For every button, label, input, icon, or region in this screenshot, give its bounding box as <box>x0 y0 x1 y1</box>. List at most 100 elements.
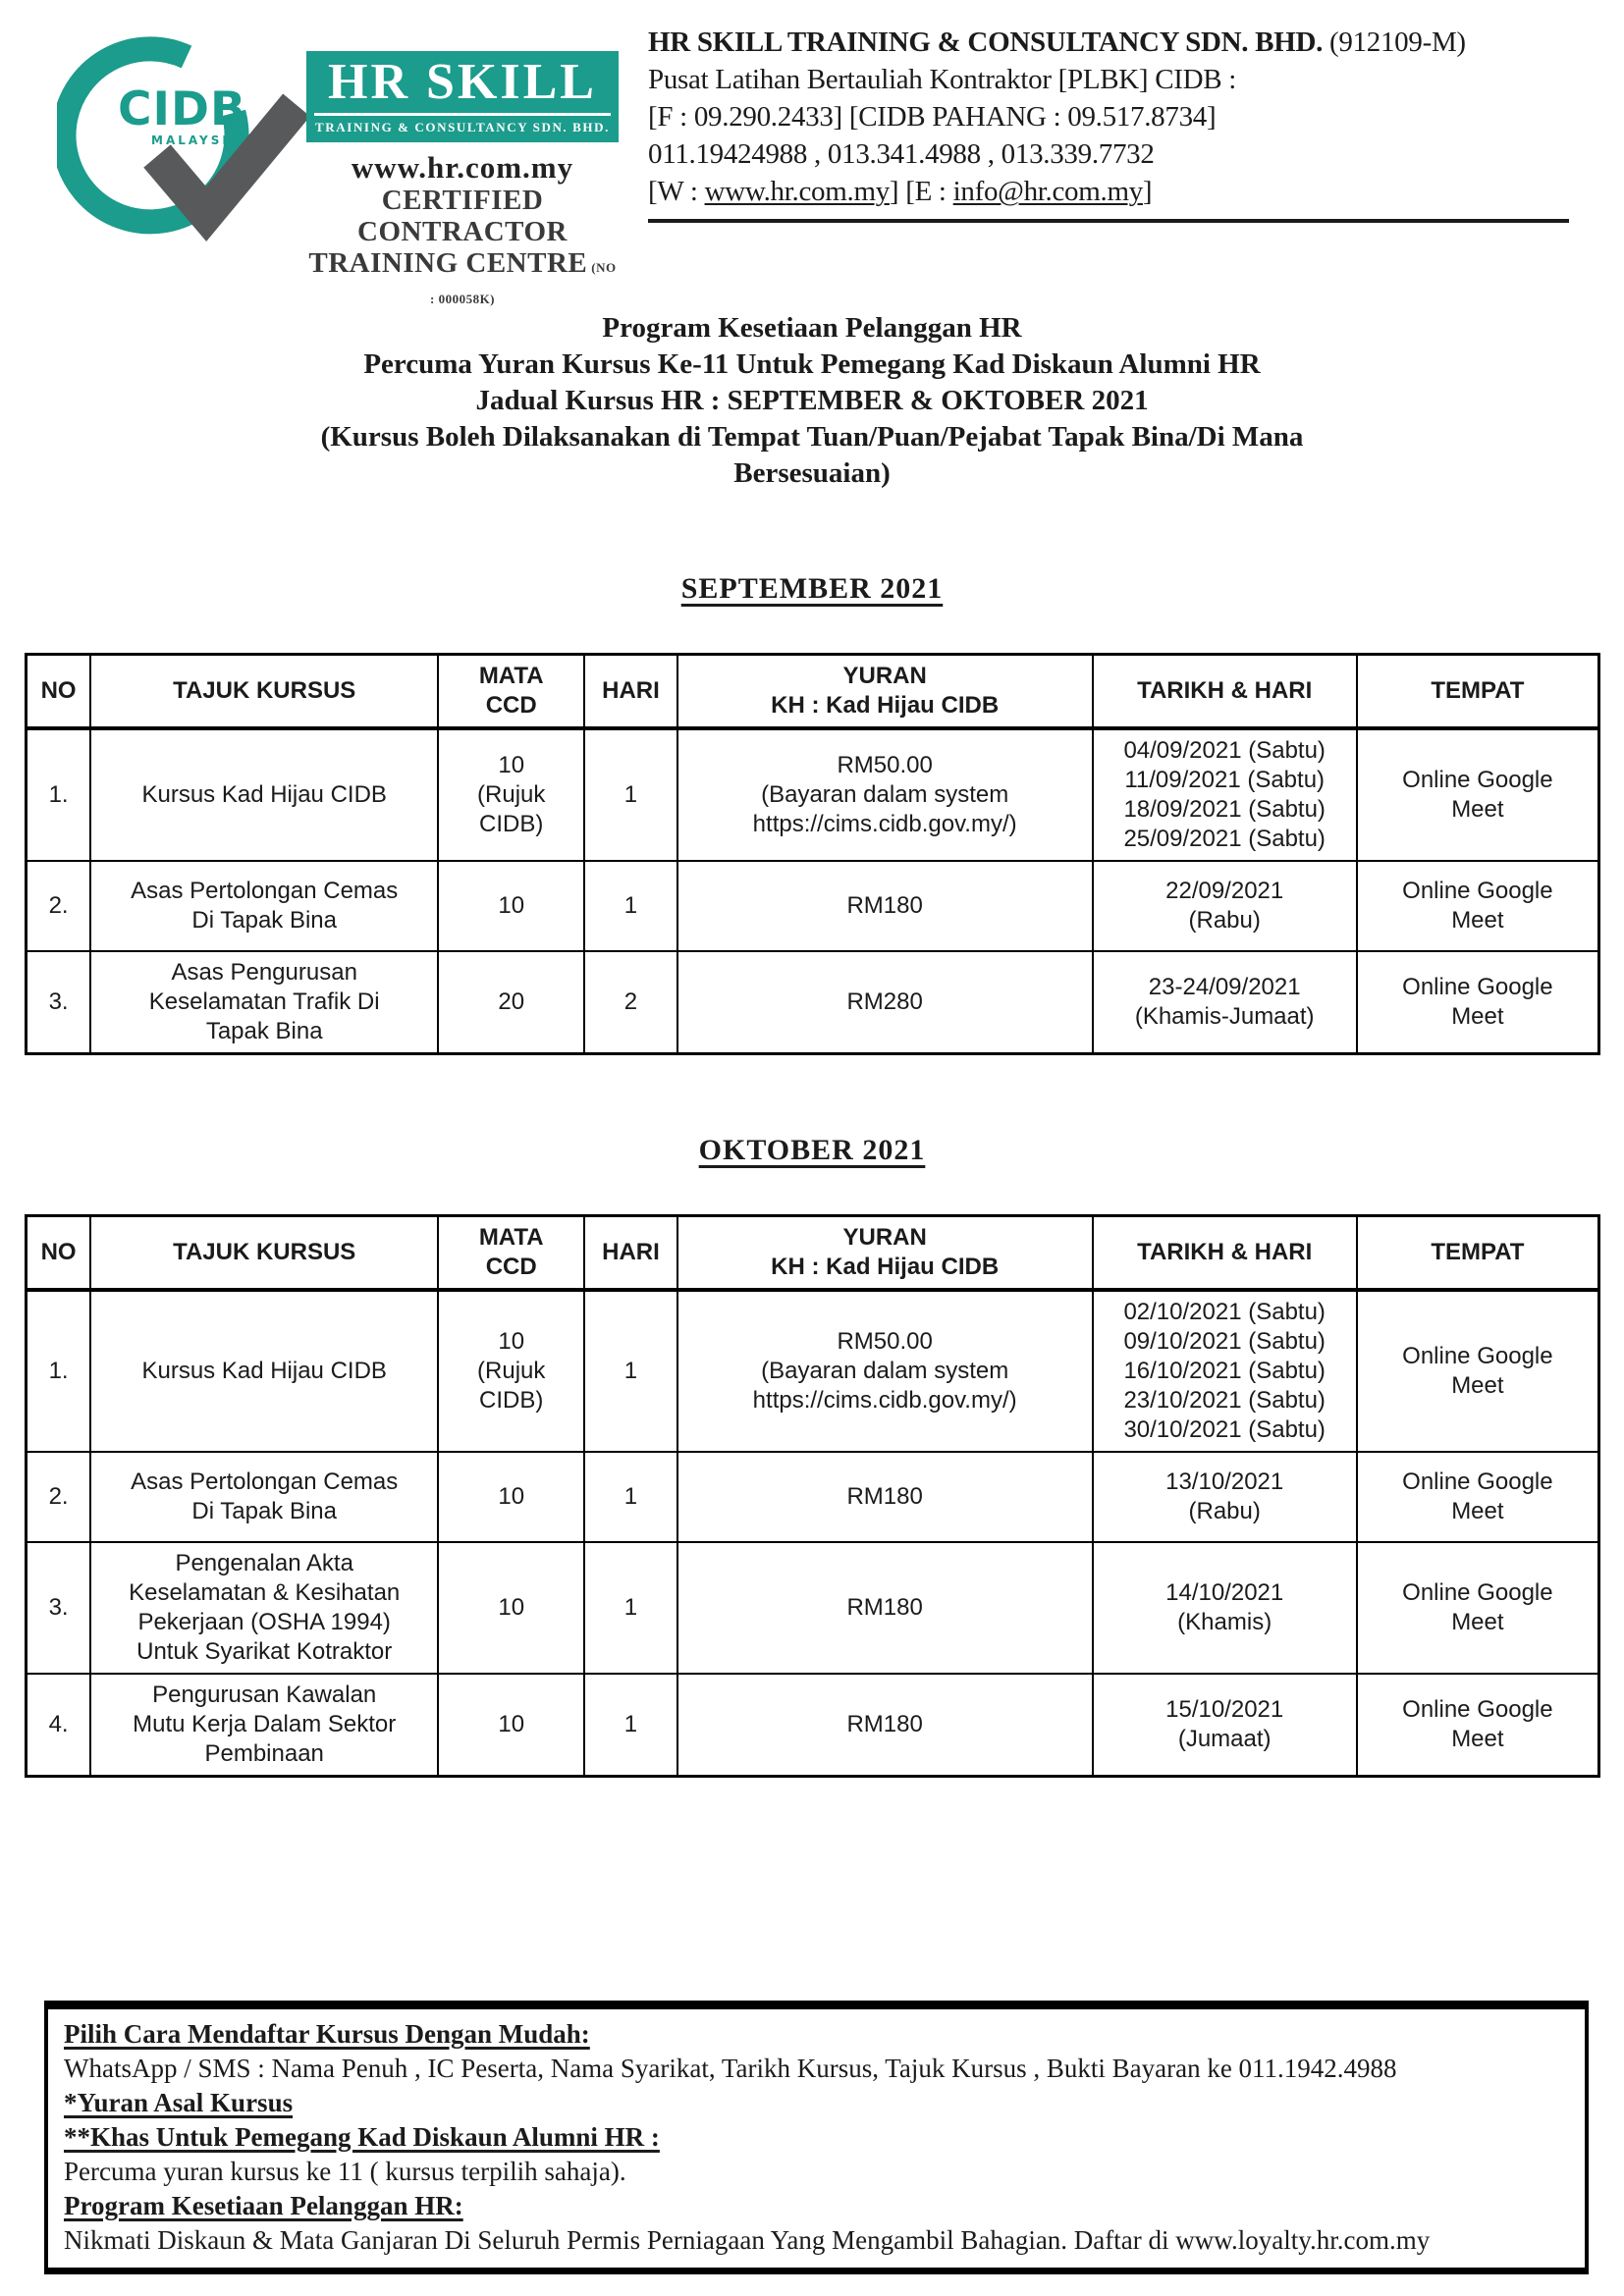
table-cell: Online Google Meet <box>1355 950 1600 1055</box>
table-cell: Online Google Meet <box>1355 860 1600 952</box>
header-divider <box>648 219 1569 223</box>
table-cell: 10 <box>437 860 586 952</box>
table-row: 1. Kursus Kad Hijau CIDB 10 (Rujuk CIDB) 1 R… <box>25 727 1600 862</box>
certified-line1: CERTIFIED CONTRACTOR <box>357 185 568 247</box>
table-row: 1. Kursus Kad Hijau CIDB 10 (Rujuk CIDB) 1 R… <box>25 1289 1600 1453</box>
table-cell: Asas Pengurusan Keselamatan Trafik Di Ta… <box>89 950 440 1055</box>
company-info: HR SKILL TRAINING & CONSULTANCY SDN. BHD… <box>648 24 1569 223</box>
company-line-fax: [F : 09.290.2433] [CIDB PAHANG : 09.517.… <box>648 101 1217 133</box>
footer-heading-khas-alumni: **Khas Untuk Pemegang Kad Diskaun Alumni… <box>64 2122 660 2152</box>
table-cell: 1. <box>25 727 92 862</box>
table-cell: 04/09/2021 (Sabtu) 11/09/2021 (Sabtu) 18… <box>1091 727 1358 862</box>
column-header: TEMPAT <box>1355 653 1600 730</box>
certified-registration-no: (NO : 000058K) <box>429 259 617 306</box>
hrskill-logo-subtitle: TRAINING & CONSULTANCY SDN. BHD. <box>315 120 610 134</box>
table-cell: 10 (Rujuk CIDB) <box>437 1289 586 1453</box>
oktober-course-table: NO TAJUK KURSUS MATA CCD HARI YURAN KH : Kad… <box>25 1214 1600 1778</box>
certified-line2: TRAINING CENTRE (NO : 000058K) <box>306 246 619 311</box>
column-header: HARI <box>583 1214 678 1292</box>
table-cell: RM50.00 (Bayaran dalam system https://ci… <box>676 1289 1094 1453</box>
company-line-phones: 011.19424988 , 013.341.4988 , 013.339.77… <box>648 138 1155 170</box>
table-cell: Online Google Meet <box>1355 727 1600 862</box>
title-line-2: Percuma Yuran Kursus Ke-11 Untuk Pemegan… <box>363 348 1261 380</box>
logo-website-text: www.hr.com.my <box>351 150 574 185</box>
company-line-links: [W : www.hr.com.my] [E : info@hr.com.my] <box>648 173 1569 210</box>
september-course-table: NO TAJUK KURSUS MATA CCD HARI YURAN KH : Kad… <box>25 653 1600 1055</box>
table-cell: 20 <box>437 950 586 1055</box>
certified-line2-text: TRAINING CENTRE <box>308 246 588 279</box>
title-line-3: Jadual Kursus HR : SEPTEMBER & OKTOBER 2… <box>475 385 1149 416</box>
cidb-logo-subtext: MALAYSIA <box>151 133 242 147</box>
company-name-line: HR SKILL TRAINING & CONSULTANCY SDN. BHD… <box>648 24 1569 61</box>
footer-heading-register: Pilih Cara Mendaftar Kursus Dengan Mudah… <box>64 2019 590 2049</box>
table-cell: 3. <box>25 1541 92 1675</box>
table-cell: 13/10/2021 (Rabu) <box>1091 1451 1358 1543</box>
table-cell: 10 <box>437 1541 586 1675</box>
table-cell: 1 <box>583 727 678 862</box>
table-cell: 2. <box>25 860 92 952</box>
column-header: NO <box>25 1214 92 1292</box>
title-block: Program Kesetiaan Pelanggan HR Percuma Y… <box>0 310 1624 492</box>
table-cell: 10 <box>437 1451 586 1543</box>
table-row: 3. Pengenalan Akta Keselamatan & Kesihata… <box>25 1541 1600 1675</box>
hrskill-logo: HR SKILL TRAINING & CONSULTANCY SDN. BHD… <box>306 51 619 311</box>
website-link[interactable]: www.hr.com.my <box>704 176 891 207</box>
column-header: NO <box>25 653 92 730</box>
footer-loyalty-line: Nikmati Diskaun & Mata Ganjaran Di Selur… <box>64 2225 1431 2255</box>
column-header: TEMPAT <box>1355 1214 1600 1292</box>
table-cell: 1 <box>583 1289 678 1453</box>
table-cell: RM180 <box>676 1451 1094 1543</box>
table-cell: Kursus Kad Hijau CIDB <box>89 727 440 862</box>
table-cell: RM180 <box>676 1673 1094 1778</box>
table-cell: 3. <box>25 950 92 1055</box>
title-line-4: (Kursus Boleh Dilaksanakan di Tempat Tua… <box>320 421 1304 453</box>
table-cell: Asas Pertolongan Cemas Di Tapak Bina <box>89 1451 440 1543</box>
cidb-logo-text: CIDB <box>118 82 246 136</box>
table-cell: Pengurusan Kawalan Mutu Kerja Dalam Sekt… <box>89 1673 440 1778</box>
table-cell: 14/10/2021 (Khamis) <box>1091 1541 1358 1675</box>
table-cell: 1. <box>25 1289 92 1453</box>
table-cell: Online Google Meet <box>1355 1289 1600 1453</box>
table-row: 2. Asas Pertolongan Cemas Di Tapak Bina 10… <box>25 860 1600 952</box>
links-prefix: [W : <box>648 176 705 207</box>
footer-heading-loyalty: Program Kesetiaan Pelanggan HR: <box>64 2191 463 2220</box>
company-reg-no: (912109-M) <box>1323 27 1466 58</box>
table-cell: Online Google Meet <box>1355 1451 1600 1543</box>
table-cell: RM180 <box>676 1541 1094 1675</box>
cidb-logo: CIDB MALAYSIA <box>57 36 310 242</box>
table-header-row: NO TAJUK KURSUS MATA CCD HARI YURAN KH : Kad… <box>25 1214 1600 1292</box>
column-header: MATA CCD <box>437 1214 586 1292</box>
section-title-september: SEPTEMBER 2021 <box>680 572 944 605</box>
footer-whatsapp-line: WhatsApp / SMS : Nama Penuh , IC Peserta… <box>64 2054 1397 2083</box>
table-cell: Online Google Meet <box>1355 1541 1600 1675</box>
registration-note-box: Pilih Cara Mendaftar Kursus Dengan Mudah… <box>44 2001 1589 2274</box>
table-cell: Online Google Meet <box>1355 1673 1600 1778</box>
column-header: YURAN KH : Kad Hijau CIDB <box>676 653 1094 730</box>
footer-percuma-line: Percuma yuran kursus ke 11 ( kursus terp… <box>64 2157 626 2186</box>
table-row: 3. Asas Pengurusan Keselamatan Trafik Di … <box>25 950 1600 1055</box>
table-cell: 1 <box>583 860 678 952</box>
table-cell: 2 <box>583 950 678 1055</box>
table-cell: Kursus Kad Hijau CIDB <box>89 1289 440 1453</box>
logo-block: CIDB MALAYSIA HR SKILL TRAINING & CONSUL… <box>57 27 619 311</box>
company-line-plbk: Pusat Latihan Bertauliah Kontraktor [PLB… <box>648 64 1237 95</box>
table-cell: 15/10/2021 (Jumaat) <box>1091 1673 1358 1778</box>
column-header: TARIKH & HARI <box>1091 653 1358 730</box>
company-name: HR SKILL TRAINING & CONSULTANCY SDN. BHD… <box>648 27 1324 58</box>
links-mid: ] [E : <box>889 176 953 207</box>
table-cell: RM50.00 (Bayaran dalam system https://ci… <box>676 727 1094 862</box>
header: CIDB MALAYSIA HR SKILL TRAINING & CONSUL… <box>0 0 1624 305</box>
table-cell: 4. <box>25 1673 92 1778</box>
email-link[interactable]: info@hr.com.my <box>952 176 1144 207</box>
title-line-1: Program Kesetiaan Pelanggan HR <box>602 312 1022 344</box>
table-header-row: NO TAJUK KURSUS MATA CCD HARI YURAN KH : Kad… <box>25 653 1600 730</box>
table-cell: 2. <box>25 1451 92 1543</box>
table-cell: 1 <box>583 1541 678 1675</box>
links-suffix: ] <box>1142 176 1153 207</box>
hrskill-logo-box: HR SKILL TRAINING & CONSULTANCY SDN. BHD… <box>306 51 619 142</box>
section-title-oktober: OKTOBER 2021 <box>698 1134 926 1166</box>
table-row: 2. Asas Pertolongan Cemas Di Tapak Bina 10… <box>25 1451 1600 1543</box>
table-cell: 1 <box>583 1451 678 1543</box>
footer-heading-yuran-asal: *Yuran Asal Kursus <box>64 2088 294 2117</box>
column-header: TAJUK KURSUS <box>89 653 440 730</box>
